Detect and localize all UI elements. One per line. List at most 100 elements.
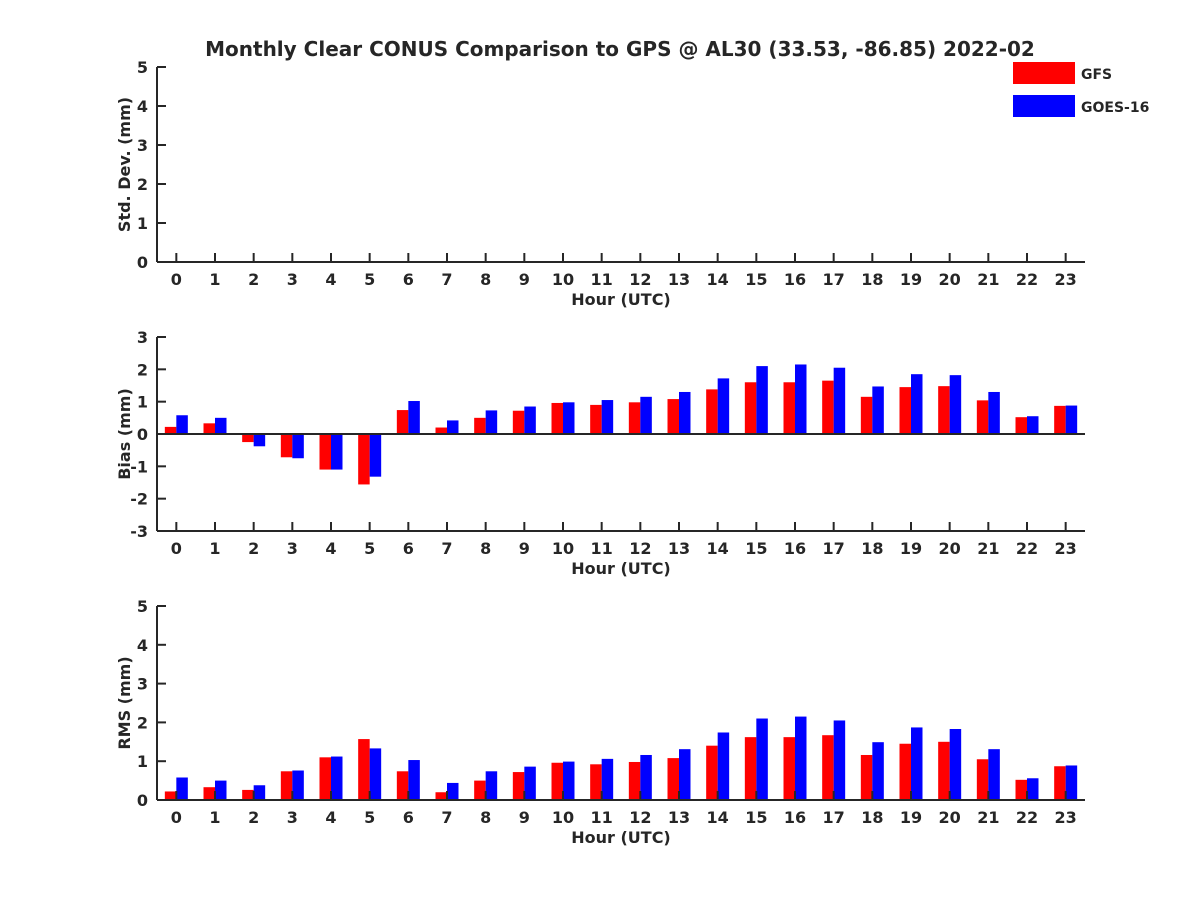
bar-gfs-hour-18 <box>860 754 873 800</box>
x-tick-label: 3 <box>287 270 298 289</box>
bar-gfs-hour-23 <box>1054 766 1066 800</box>
x-tick-label: 6 <box>403 539 414 558</box>
x-tick-label: 9 <box>519 808 530 827</box>
bar-gfs-hour-10 <box>551 402 563 434</box>
bar-goes16-hour-16 <box>795 716 807 800</box>
bar-goes16-hour-15 <box>756 366 768 434</box>
bar-gfs-hour-11 <box>590 404 602 434</box>
bar-goes16-hour-0 <box>176 777 188 800</box>
bar-goes16-hour-7 <box>447 782 459 800</box>
legend-swatch-gfs <box>1013 62 1075 84</box>
bar-goes16-hour-6 <box>408 401 420 434</box>
bar-gfs-hour-4 <box>319 757 331 800</box>
bar-gfs-hour-23 <box>1054 405 1066 434</box>
bar-goes16-hour-9 <box>524 406 536 434</box>
x-tick-label: 8 <box>480 270 491 289</box>
bar-gfs-hour-4 <box>319 434 331 470</box>
x-tick-label: 10 <box>552 808 574 827</box>
y-tick-label: 3 <box>137 136 148 155</box>
bar-gfs-hour-6 <box>396 410 409 434</box>
x-tick-label: 4 <box>325 270 336 289</box>
bar-goes16-hour-9 <box>524 766 536 800</box>
y-tick-label: 5 <box>137 58 148 77</box>
x-axis-label: Hour (UTC) <box>571 290 671 309</box>
x-tick-label: 21 <box>977 539 999 558</box>
bar-goes16-hour-1 <box>215 417 227 434</box>
y-tick-label: -2 <box>130 490 148 509</box>
x-tick-label: 16 <box>784 270 806 289</box>
bar-gfs-hour-22 <box>1015 417 1027 434</box>
y-tick-label: 4 <box>137 97 148 116</box>
y-tick-label: 2 <box>137 713 148 732</box>
bar-gfs-hour-11 <box>590 764 602 800</box>
legend-swatch-goes16 <box>1013 95 1075 117</box>
bar-goes16-hour-14 <box>717 732 730 800</box>
bar-goes16-hour-11 <box>601 400 614 434</box>
bar-gfs-hour-5 <box>358 434 370 485</box>
x-tick-label: 6 <box>403 808 414 827</box>
bar-goes16-hour-0 <box>176 415 188 434</box>
x-tick-label: 19 <box>900 539 922 558</box>
bar-goes16-hour-2 <box>253 434 266 447</box>
bar-goes16-hour-21 <box>988 749 1000 800</box>
x-tick-label: 11 <box>591 539 613 558</box>
x-tick-label: 4 <box>325 539 336 558</box>
bar-goes16-hour-18 <box>872 742 884 800</box>
x-tick-label: 8 <box>480 539 491 558</box>
bar-goes16-hour-10 <box>563 402 575 434</box>
x-tick-label: 11 <box>591 270 613 289</box>
bar-gfs-hour-17 <box>822 380 834 434</box>
bar-gfs-hour-8 <box>474 417 486 434</box>
bar-gfs-hour-0 <box>164 791 177 800</box>
x-tick-label: 1 <box>209 270 220 289</box>
x-tick-label: 18 <box>861 539 883 558</box>
y-tick-label: 1 <box>137 214 148 233</box>
bar-gfs-hour-19 <box>899 743 911 800</box>
bar-goes16-hour-2 <box>253 785 266 800</box>
x-tick-label: 5 <box>364 270 375 289</box>
bar-goes16-hour-17 <box>833 720 846 800</box>
x-tick-label: 7 <box>441 808 452 827</box>
bar-gfs-hour-15 <box>744 382 757 434</box>
x-tick-label: 16 <box>784 539 806 558</box>
x-tick-label: 7 <box>441 539 452 558</box>
bar-goes16-hour-5 <box>369 748 382 800</box>
bar-goes16-hour-11 <box>601 758 614 800</box>
bar-gfs-hour-12 <box>628 761 641 800</box>
x-tick-label: 10 <box>552 270 574 289</box>
y-axis-label: Std. Dev. (mm) <box>115 97 134 232</box>
bar-goes16-hour-23 <box>1065 405 1078 434</box>
x-tick-label: 19 <box>900 808 922 827</box>
x-tick-label: 18 <box>861 808 883 827</box>
x-tick-label: 18 <box>861 270 883 289</box>
y-axis-label: Bias (mm) <box>115 388 134 480</box>
legend-label-goes16: GOES-16 <box>1081 100 1149 116</box>
x-tick-label: 1 <box>209 808 220 827</box>
bar-gfs-hour-13 <box>667 758 679 800</box>
x-tick-label: 15 <box>745 270 767 289</box>
x-tick-label: 22 <box>1016 808 1038 827</box>
bar-goes16-hour-15 <box>756 718 768 800</box>
bar-goes16-hour-13 <box>679 749 691 800</box>
bar-gfs-hour-16 <box>783 382 795 434</box>
bar-gfs-hour-12 <box>628 402 641 434</box>
x-tick-label: 20 <box>939 270 961 289</box>
bar-gfs-hour-5 <box>358 739 370 800</box>
bar-gfs-hour-18 <box>860 396 873 434</box>
bar-goes16-hour-13 <box>679 391 691 434</box>
x-tick-label: 14 <box>707 539 729 558</box>
y-tick-label: 4 <box>137 636 148 655</box>
bar-goes16-hour-4 <box>331 756 343 800</box>
x-tick-label: 9 <box>519 270 530 289</box>
x-tick-label: 23 <box>1055 808 1077 827</box>
bar-gfs-hour-20 <box>938 741 950 800</box>
x-tick-label: 15 <box>745 539 767 558</box>
x-tick-label: 5 <box>364 539 375 558</box>
x-tick-label: 21 <box>977 270 999 289</box>
x-tick-label: 12 <box>629 539 651 558</box>
y-tick-label: -1 <box>130 457 148 476</box>
x-tick-label: 13 <box>668 539 690 558</box>
x-axis-label: Hour (UTC) <box>571 828 671 847</box>
x-tick-label: 17 <box>823 539 845 558</box>
x-tick-label: 0 <box>171 270 182 289</box>
